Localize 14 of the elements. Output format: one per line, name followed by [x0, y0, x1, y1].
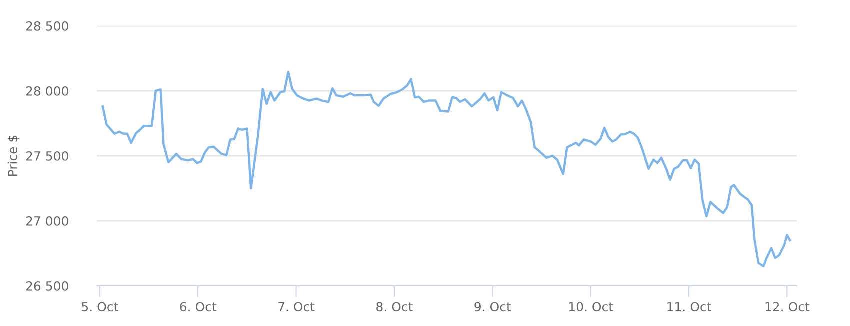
- x-tick-label: 12. Oct: [766, 302, 810, 312]
- y-tick-label: 28 500: [26, 21, 68, 31]
- y-tick-label: 28 000: [26, 86, 68, 96]
- x-tick-label: 10. Oct: [569, 302, 614, 312]
- y-tick-label: 27 500: [26, 151, 68, 161]
- x-tick-label: 9. Oct: [474, 302, 512, 312]
- x-tick-label: 5. Oct: [82, 302, 118, 312]
- x-tick-label: 11. Oct: [668, 302, 712, 312]
- x-tick-label: 7. Oct: [278, 302, 315, 312]
- x-tick-label: 8. Oct: [376, 302, 413, 312]
- y-tick-label: 26 500: [26, 281, 68, 291]
- y-tick-label: 27 000: [26, 216, 68, 226]
- x-tick-label: 6. Oct: [180, 302, 217, 312]
- y-axis-title: Price $: [8, 136, 20, 176]
